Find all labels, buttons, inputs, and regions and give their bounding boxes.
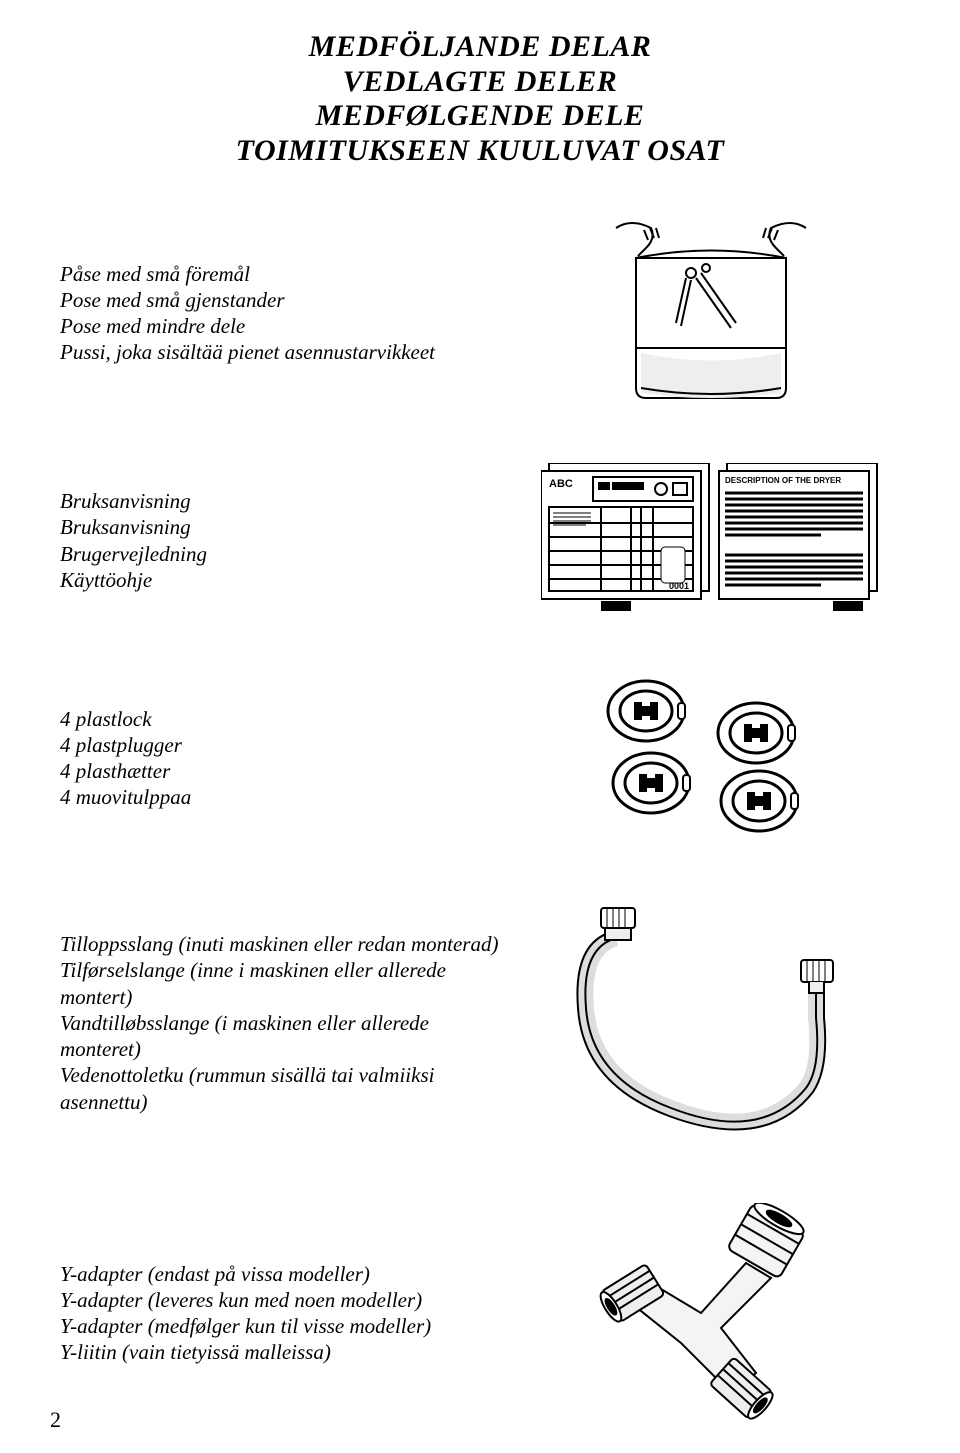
manual-no: Bruksanvisning bbox=[60, 514, 502, 540]
section-bag: Påse med små föremål Pose med små gjenst… bbox=[60, 218, 900, 408]
section-hose: Tilloppsslang (inuti maskinen eller reda… bbox=[60, 898, 900, 1148]
manual-fi: Käyttöohje bbox=[60, 567, 502, 593]
svg-text:ABC: ABC bbox=[549, 478, 573, 490]
yadapter-sv: Y-adapter (endast på vissa modeller) bbox=[60, 1261, 502, 1287]
bag-text: Påse med små föremål Pose med små gjenst… bbox=[60, 261, 522, 366]
title-line-2: VEDLAGTE DELER bbox=[60, 65, 900, 100]
manual-text: Bruksanvisning Bruksanvisning Brugervejl… bbox=[60, 488, 522, 593]
plugs-illustration bbox=[522, 673, 900, 843]
bag-illustration bbox=[522, 218, 900, 408]
plugs-sv: 4 plastlock bbox=[60, 706, 502, 732]
section-plugs: 4 plastlock 4 plastplugger 4 plasthætter… bbox=[60, 673, 900, 843]
page: MEDFÖLJANDE DELAR VEDLAGTE DELER MEDFØLG… bbox=[0, 0, 960, 1453]
plugs-da: 4 plasthætter bbox=[60, 758, 502, 784]
hose-fi: Vedenottoletku (rummun sisällä tai valmi… bbox=[60, 1062, 502, 1115]
title-block: MEDFÖLJANDE DELAR VEDLAGTE DELER MEDFØLG… bbox=[60, 30, 900, 168]
hose-illustration bbox=[522, 898, 900, 1148]
yadapter-text: Y-adapter (endast på vissa modeller) Y-a… bbox=[60, 1261, 522, 1366]
bag-no: Pose med små gjenstander bbox=[60, 287, 502, 313]
yadapter-illustration bbox=[522, 1203, 900, 1423]
hose-no: Tilførselslange (inne i maskinen eller a… bbox=[60, 957, 502, 1010]
manual-da: Brugervejledning bbox=[60, 541, 502, 567]
section-yadapter: Y-adapter (endast på vissa modeller) Y-a… bbox=[60, 1203, 900, 1423]
section-manual: Bruksanvisning Bruksanvisning Brugervejl… bbox=[60, 463, 900, 618]
title-line-4: TOIMITUKSEEN KUULUVAT OSAT bbox=[60, 134, 900, 169]
svg-text:DESCRIPTION OF THE DRYER: DESCRIPTION OF THE DRYER bbox=[725, 476, 841, 485]
plugs-text: 4 plastlock 4 plastplugger 4 plasthætter… bbox=[60, 706, 522, 811]
title-line-3: MEDFØLGENDE DELE bbox=[60, 99, 900, 134]
yadapter-da: Y-adapter (medfølger kun til visse model… bbox=[60, 1313, 502, 1339]
yadapter-fi: Y-liitin (vain tietyissä malleissa) bbox=[60, 1339, 502, 1365]
bag-da: Pose med mindre dele bbox=[60, 313, 502, 339]
hose-da: Vandtilløbsslange (i maskinen eller alle… bbox=[60, 1010, 502, 1063]
title-line-1: MEDFÖLJANDE DELAR bbox=[60, 30, 900, 65]
bag-sv: Påse med små föremål bbox=[60, 261, 502, 287]
hose-sv: Tilloppsslang (inuti maskinen eller reda… bbox=[60, 931, 502, 957]
bag-fi: Pussi, joka sisältää pienet asennustarvi… bbox=[60, 339, 502, 365]
yadapter-no: Y-adapter (leveres kun med noen modeller… bbox=[60, 1287, 502, 1313]
manual-illustration: ABC bbox=[522, 463, 900, 618]
page-number: 2 bbox=[50, 1407, 61, 1433]
manual-sv: Bruksanvisning bbox=[60, 488, 502, 514]
svg-text:0001: 0001 bbox=[669, 581, 689, 591]
plugs-fi: 4 muovitulppaa bbox=[60, 784, 502, 810]
plugs-no: 4 plastplugger bbox=[60, 732, 502, 758]
hose-text: Tilloppsslang (inuti maskinen eller reda… bbox=[60, 931, 522, 1115]
